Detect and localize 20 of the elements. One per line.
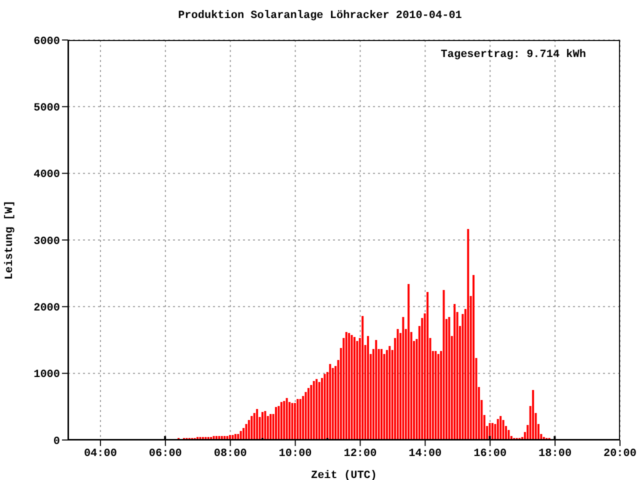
x-tick-label: 18:00 — [538, 448, 572, 460]
x-tick-label: 16:00 — [474, 448, 507, 460]
y-tick-label: 6000 — [34, 36, 60, 48]
x-tick-label: 14:00 — [408, 448, 442, 460]
x-axis-title: Zeit (UTC) — [310, 470, 378, 480]
x-tick-label: 06:00 — [148, 448, 182, 460]
x-tick-label: 04:00 — [84, 448, 117, 460]
y-axis-title: Leistung [W] — [4, 200, 16, 280]
x-tick-label: 10:00 — [278, 448, 312, 460]
x-tick-label: 08:00 — [214, 448, 247, 460]
y-tick-label: 2000 — [34, 302, 60, 315]
y-tick-label: 5000 — [34, 102, 60, 115]
annotation: Tagesertrag: 9.714 kWh — [440, 49, 586, 61]
y-tick-label: 0 — [53, 436, 60, 448]
x-tick-label: 12:00 — [344, 448, 377, 460]
y-tick-label: 4000 — [34, 169, 60, 182]
y-tick-label: 3000 — [34, 236, 60, 248]
chart-title: Produktion Solaranlage Löhracker 2010-04-01 — [177, 10, 463, 22]
x-tick-label: 20:00 — [603, 448, 637, 460]
y-tick-label: 1000 — [34, 369, 60, 382]
